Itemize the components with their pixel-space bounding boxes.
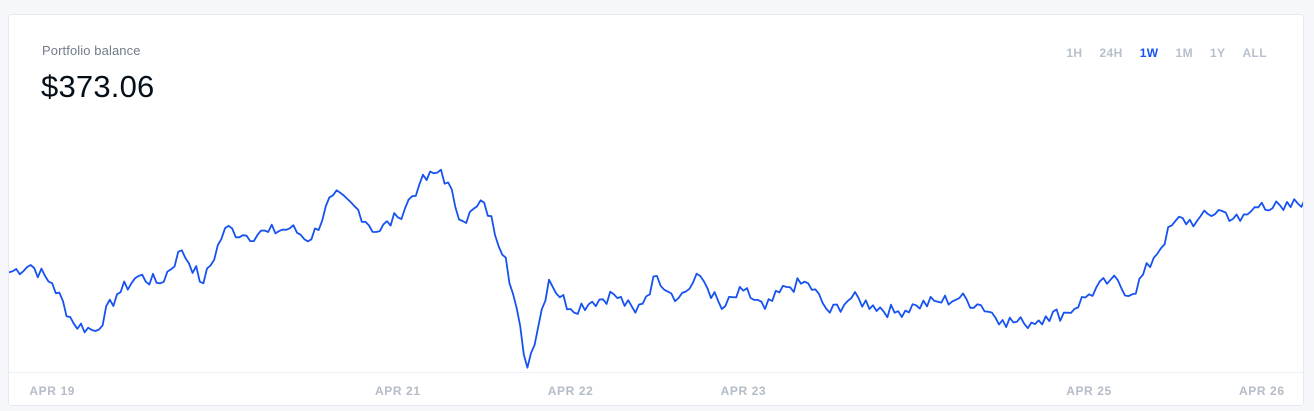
range-1y[interactable]: 1Y <box>1209 46 1226 60</box>
x-tick-label: APR 21 <box>374 384 421 398</box>
x-tick-label: APR 23 <box>720 384 767 398</box>
range-1w[interactable]: 1W <box>1139 46 1159 60</box>
x-tick-label: APR 22 <box>547 384 594 398</box>
time-range-selector: 1H 24H 1W 1M 1Y ALL <box>1049 46 1267 60</box>
portfolio-balance-card: Portfolio balance $373.06 1H 24H 1W 1M 1… <box>8 14 1304 406</box>
x-axis-divider <box>9 372 1303 373</box>
range-1m[interactable]: 1M <box>1175 46 1193 60</box>
x-tick-label: APR 25 <box>1066 384 1112 398</box>
range-1h[interactable]: 1H <box>1066 46 1083 60</box>
balance-series-line <box>9 168 1303 369</box>
range-all[interactable]: ALL <box>1242 46 1267 60</box>
chart-title: Portfolio balance <box>42 43 141 58</box>
range-24h[interactable]: 24H <box>1099 46 1123 60</box>
x-tick-label: APR 19 <box>29 384 75 398</box>
x-tick-label: APR 26 <box>1238 384 1285 398</box>
balance-line-chart[interactable] <box>9 15 1304 406</box>
balance-value: $373.06 <box>41 69 155 104</box>
